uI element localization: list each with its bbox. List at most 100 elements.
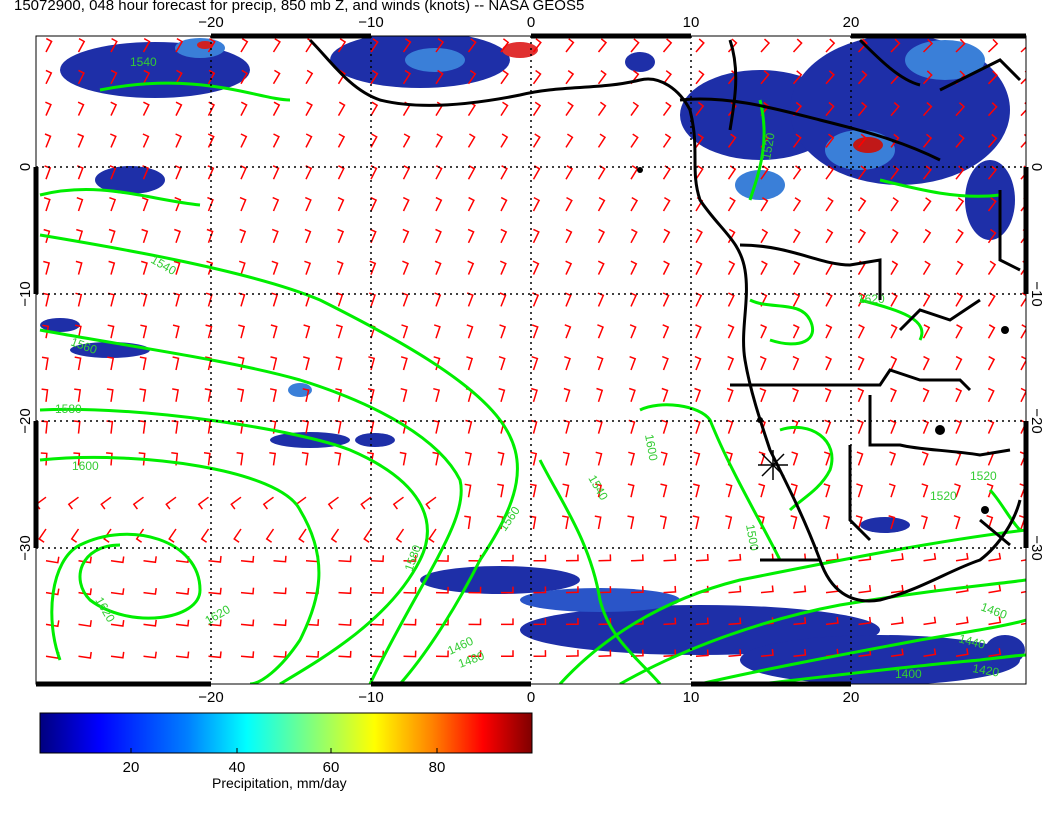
wind-barb [40,452,48,466]
wind-barb [501,650,514,657]
wind-barb [165,496,177,510]
wind-barb [987,70,998,85]
wind-barb [110,69,118,85]
wind-barb [563,419,571,434]
wind-barb [792,260,801,275]
wind-barb [922,355,930,371]
islands [637,167,1009,514]
wind-barb [857,197,867,212]
wind-barb [597,69,607,85]
wind-barb [727,292,735,307]
wind-barb [955,133,965,148]
wind-barb [922,228,932,244]
wind-barb [109,165,117,180]
wind-barb [435,228,442,244]
wind-barb [598,554,612,562]
wind-barb [334,451,342,466]
wind-barb [856,483,864,498]
wind-barb [565,133,574,148]
wind-barb [1020,39,1026,53]
wind-barb [200,528,210,543]
wind-barb [857,38,868,53]
wind-barb [792,324,800,339]
wind-barb [337,69,346,85]
wind-barb [987,260,997,276]
wind-barb [562,515,569,530]
wind-barb [597,292,605,307]
wind-barb [338,619,352,626]
wind-barb [139,420,146,434]
wind-barb [175,101,183,116]
wind-barb [403,650,417,658]
wind-barb [44,165,52,180]
wind-barb [630,38,640,53]
wind-barb [630,292,637,307]
wind-barb [857,292,866,307]
wind-barb [272,69,281,85]
wind-barb [532,133,541,148]
wind-barb [43,228,51,244]
wind-barb [759,355,767,371]
wind-barb [403,618,417,626]
wind-barb [110,556,125,564]
wind-barb [271,228,279,244]
wind-barb [792,133,802,148]
wind-barb [208,587,222,595]
left-lat-labels: 0 −10 −20 −30 [17,163,34,561]
wind-barb [565,649,579,657]
wind-barb [597,228,606,244]
wind-barb [792,387,799,403]
wind-barb [76,228,84,244]
wind-barb [922,419,930,434]
wind-barb [532,292,540,307]
station-marker [758,450,788,480]
wind-barb [823,515,831,530]
wind-barb [138,452,146,466]
wind-barb [662,292,670,307]
wind-barb [171,420,179,434]
wind-barb [728,617,742,626]
wind-barb [467,260,475,275]
bottom-lon-labels: −20 −10 0 10 20 [198,689,859,706]
wind-barb [728,649,742,657]
wind-barb [395,528,405,543]
wind-barb [233,528,242,543]
wind-barb [75,260,83,275]
wind-barb [825,292,833,307]
wind-barb [598,586,612,594]
wind-barb [825,197,834,212]
wind-barb [432,451,440,466]
lat-tick-label: −30 [1028,535,1045,560]
wind-barb [500,260,507,275]
wind-barb [269,451,277,466]
wind-barb [302,388,310,402]
wind-barb [792,292,801,307]
wind-barb [207,196,214,212]
wind-barb [73,420,81,434]
wind-barb [204,420,212,434]
wind-barb [988,552,1002,562]
wind-barb [598,649,612,657]
wind-barb [630,554,644,562]
wind-barb [955,102,966,117]
frame-bars [33,33,1029,687]
wind-barb [790,515,798,530]
wind-barb [597,260,605,275]
wind-barb [501,618,514,626]
wind-barb [564,355,571,371]
wind-barb [466,324,474,339]
wind-barb [305,196,312,212]
wind-barb [825,228,834,244]
contour-label: 1620 [858,292,885,306]
wind-barb [497,451,505,466]
wind-barb [336,292,344,307]
wind-barb [890,228,899,244]
wind-barb [273,555,287,563]
wind-barb [207,133,215,148]
wind-barb [564,292,572,307]
contour-label: 1540 [130,55,157,69]
wind-barb [791,451,799,466]
wind-barb [368,356,376,371]
wind-barb [1020,387,1026,403]
wind-barb [628,451,636,466]
